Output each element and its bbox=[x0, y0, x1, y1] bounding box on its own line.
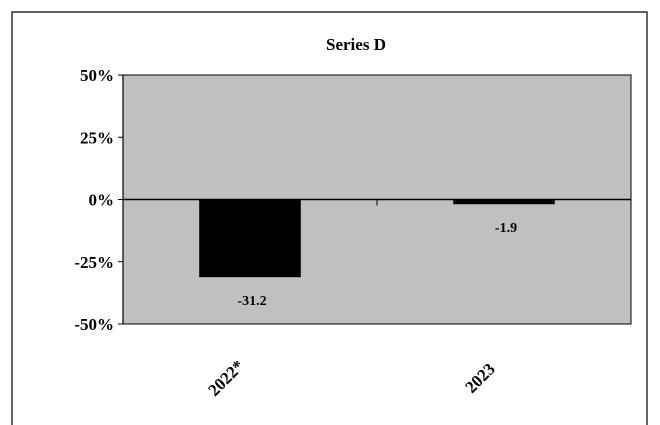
bar bbox=[453, 199, 555, 205]
y-axis: 50% 25% 0% -25% -50% bbox=[74, 66, 124, 334]
y-tick-label: -50% bbox=[74, 315, 114, 334]
chart-title: Series D bbox=[326, 35, 386, 54]
bar bbox=[199, 199, 301, 278]
y-tick-label: -25% bbox=[74, 253, 114, 272]
y-tick-label: 25% bbox=[80, 128, 114, 147]
data-label: -31.2 bbox=[237, 294, 266, 309]
y-tick-label: 50% bbox=[80, 66, 114, 85]
x-tick-label: 2022* bbox=[204, 356, 247, 399]
x-tick-label: 2023 bbox=[461, 359, 498, 396]
bar-series bbox=[199, 199, 555, 278]
data-label: -1.9 bbox=[495, 221, 517, 236]
chart-frame bbox=[11, 11, 648, 425]
data-labels: -31.2 -1.9 bbox=[237, 221, 517, 309]
y-tick-label: 0% bbox=[89, 191, 115, 210]
